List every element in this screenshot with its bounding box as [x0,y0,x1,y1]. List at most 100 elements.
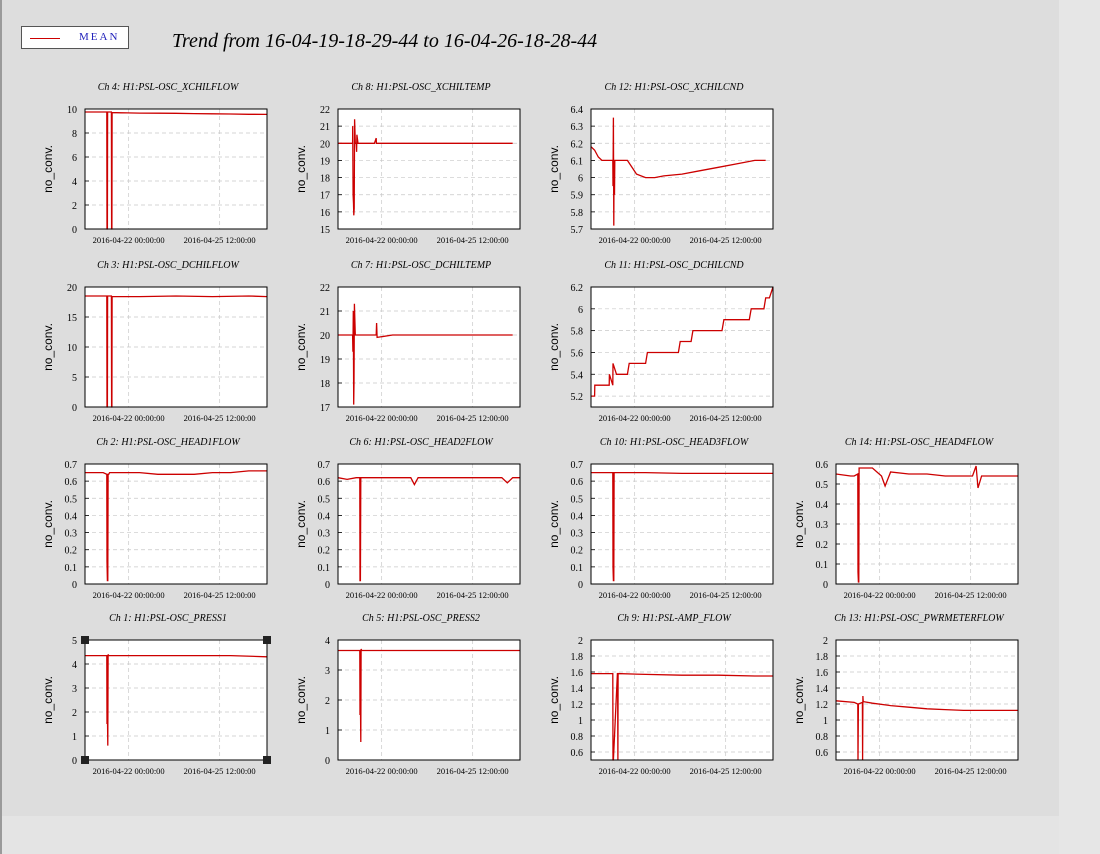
y-axis-label: no_conv. [547,500,561,548]
plot-frame [84,108,268,230]
y-tick-label: 0 [823,580,828,591]
plot-area [338,464,520,584]
x-tick-label: 2016-04-22 00:00:00 [346,235,418,245]
y-tick-label: 0.8 [816,732,829,743]
y-tick-label: 0.6 [816,748,829,759]
plot-area [85,640,267,760]
y-tick-label: 1.8 [816,652,829,663]
y-tick-label: 15 [320,225,330,236]
x-tick-label: 2016-04-25 12:00:00 [437,413,509,423]
x-tick-label: 2016-04-22 00:00:00 [844,590,916,600]
y-tick-label: 1 [325,726,330,737]
y-tick-label: 5 [72,636,77,647]
y-axis-label: no_conv. [547,145,561,193]
chart-title: Ch 3: H1:PSL-OSC_DCHILFLOW [97,260,240,271]
y-tick-label: 5.6 [571,348,584,359]
chart-panel: 5.2 5.4 5.6 5.8 6 6.2 2016-04-22 00:00:00 2016-… [547,260,774,423]
y-tick-label: 0.6 [571,748,584,759]
selection-handle[interactable] [81,756,89,764]
series-line-mean [85,654,268,746]
selection-handle[interactable] [263,756,271,764]
y-tick-label: 3 [72,684,77,695]
y-axis-label: no_conv. [792,676,806,724]
chart-panel: 0 0.1 0.2 0.3 0.4 0.5 0.6 0.7 2016-04-22 00:00:0… [547,437,774,600]
chart-panel: 0.6 0.8 1 1.2 1.4 1.6 1.8 2 2016-04-22 00:00:00 2… [792,613,1019,776]
y-tick-label: 1.2 [816,700,829,711]
y-axis-label: no_conv. [792,500,806,548]
y-tick-label: 0.1 [318,563,331,574]
y-tick-label: 15 [67,313,77,324]
y-axis-label: no_conv. [41,500,55,548]
x-tick-label: 2016-04-22 00:00:00 [599,235,671,245]
plot-area [591,464,773,584]
chart-title: Ch 2: H1:PSL-OSC_HEAD1FLOW [96,437,241,448]
x-tick-label: 2016-04-25 12:00:00 [690,590,762,600]
y-tick-label: 0.3 [571,529,584,540]
y-tick-label: 0 [72,225,77,236]
y-tick-label: 6.2 [571,283,584,294]
y-tick-label: 0.6 [65,477,78,488]
plot-area [85,109,267,229]
x-tick-label: 2016-04-25 12:00:00 [690,766,762,776]
x-tick-label: 2016-04-25 12:00:00 [184,766,256,776]
selection-handle[interactable] [263,636,271,644]
y-tick-label: 0.7 [318,460,331,471]
plot-frame [590,463,774,585]
chart-title: Ch 13: H1:PSL-OSC_PWRMETERFLOW [834,613,1005,624]
plot-frame [337,108,521,230]
y-tick-label: 5.9 [571,191,584,202]
y-tick-label: 0.5 [571,494,584,505]
plot-frame [84,639,268,761]
y-tick-label: 0.6 [318,477,331,488]
y-tick-label: 0.2 [571,546,584,557]
series-line-mean [337,477,520,582]
y-tick-label: 0 [325,580,330,591]
y-tick-label: 4 [72,177,77,188]
selection-handle[interactable] [81,636,89,644]
y-tick-label: 0.2 [65,546,78,557]
y-axis-label: no_conv. [41,676,55,724]
series-line-mean [835,465,1018,583]
y-tick-label: 0 [72,403,77,414]
y-tick-label: 1.8 [571,652,584,663]
y-tick-label: 1.2 [571,700,584,711]
chart-title: Ch 9: H1:PSL-AMP_FLOW [617,613,732,624]
plot-frame [835,463,1019,585]
x-tick-label: 2016-04-25 12:00:00 [690,235,762,245]
y-tick-label: 0 [72,580,77,591]
y-tick-label: 2 [578,636,583,647]
chart-title: Ch 6: H1:PSL-OSC_HEAD2FLOW [349,437,494,448]
y-tick-label: 2 [72,708,77,719]
y-tick-label: 0.7 [65,460,78,471]
y-axis-label: no_conv. [41,145,55,193]
y-tick-label: 0.6 [571,477,584,488]
chart-panel: 17 18 19 20 21 22 2016-04-22 00:00:00 2016-04-2… [294,260,521,423]
x-tick-label: 2016-04-22 00:00:00 [93,766,165,776]
y-tick-label: 5.8 [571,208,584,219]
y-tick-label: 18 [320,379,330,390]
x-tick-label: 2016-04-22 00:00:00 [844,766,916,776]
y-tick-label: 16 [320,208,330,219]
chart-panel: 0 1 2 3 4 2016-04-22 00:00:00 2016-04-25 12:00… [294,613,521,776]
plot-frame [590,639,774,761]
y-tick-label: 0.1 [816,560,829,571]
plot-frame [84,463,268,585]
y-tick-label: 6.2 [571,139,584,150]
x-tick-label: 2016-04-25 12:00:00 [690,413,762,423]
series-line-mean [338,303,513,405]
plot-area [85,464,267,584]
x-tick-label: 2016-04-22 00:00:00 [93,413,165,423]
y-tick-label: 0.3 [318,529,331,540]
y-tick-label: 20 [67,283,77,294]
y-axis-label: no_conv. [547,676,561,724]
chart-panel: 0 2 4 6 8 10 2016-04-22 00:00:00 2016-04-25 12:… [41,82,268,245]
chart-panel: 15 16 17 18 19 20 21 22 2016-04-22 00:00:00 2016-… [294,82,521,245]
y-tick-label: 1 [823,716,828,727]
y-tick-label: 5.7 [571,225,584,236]
plot-frame [337,463,521,585]
y-tick-label: 19 [320,156,330,167]
series-line-mean [591,286,774,397]
x-tick-label: 2016-04-22 00:00:00 [93,590,165,600]
y-tick-label: 0.4 [318,511,331,522]
